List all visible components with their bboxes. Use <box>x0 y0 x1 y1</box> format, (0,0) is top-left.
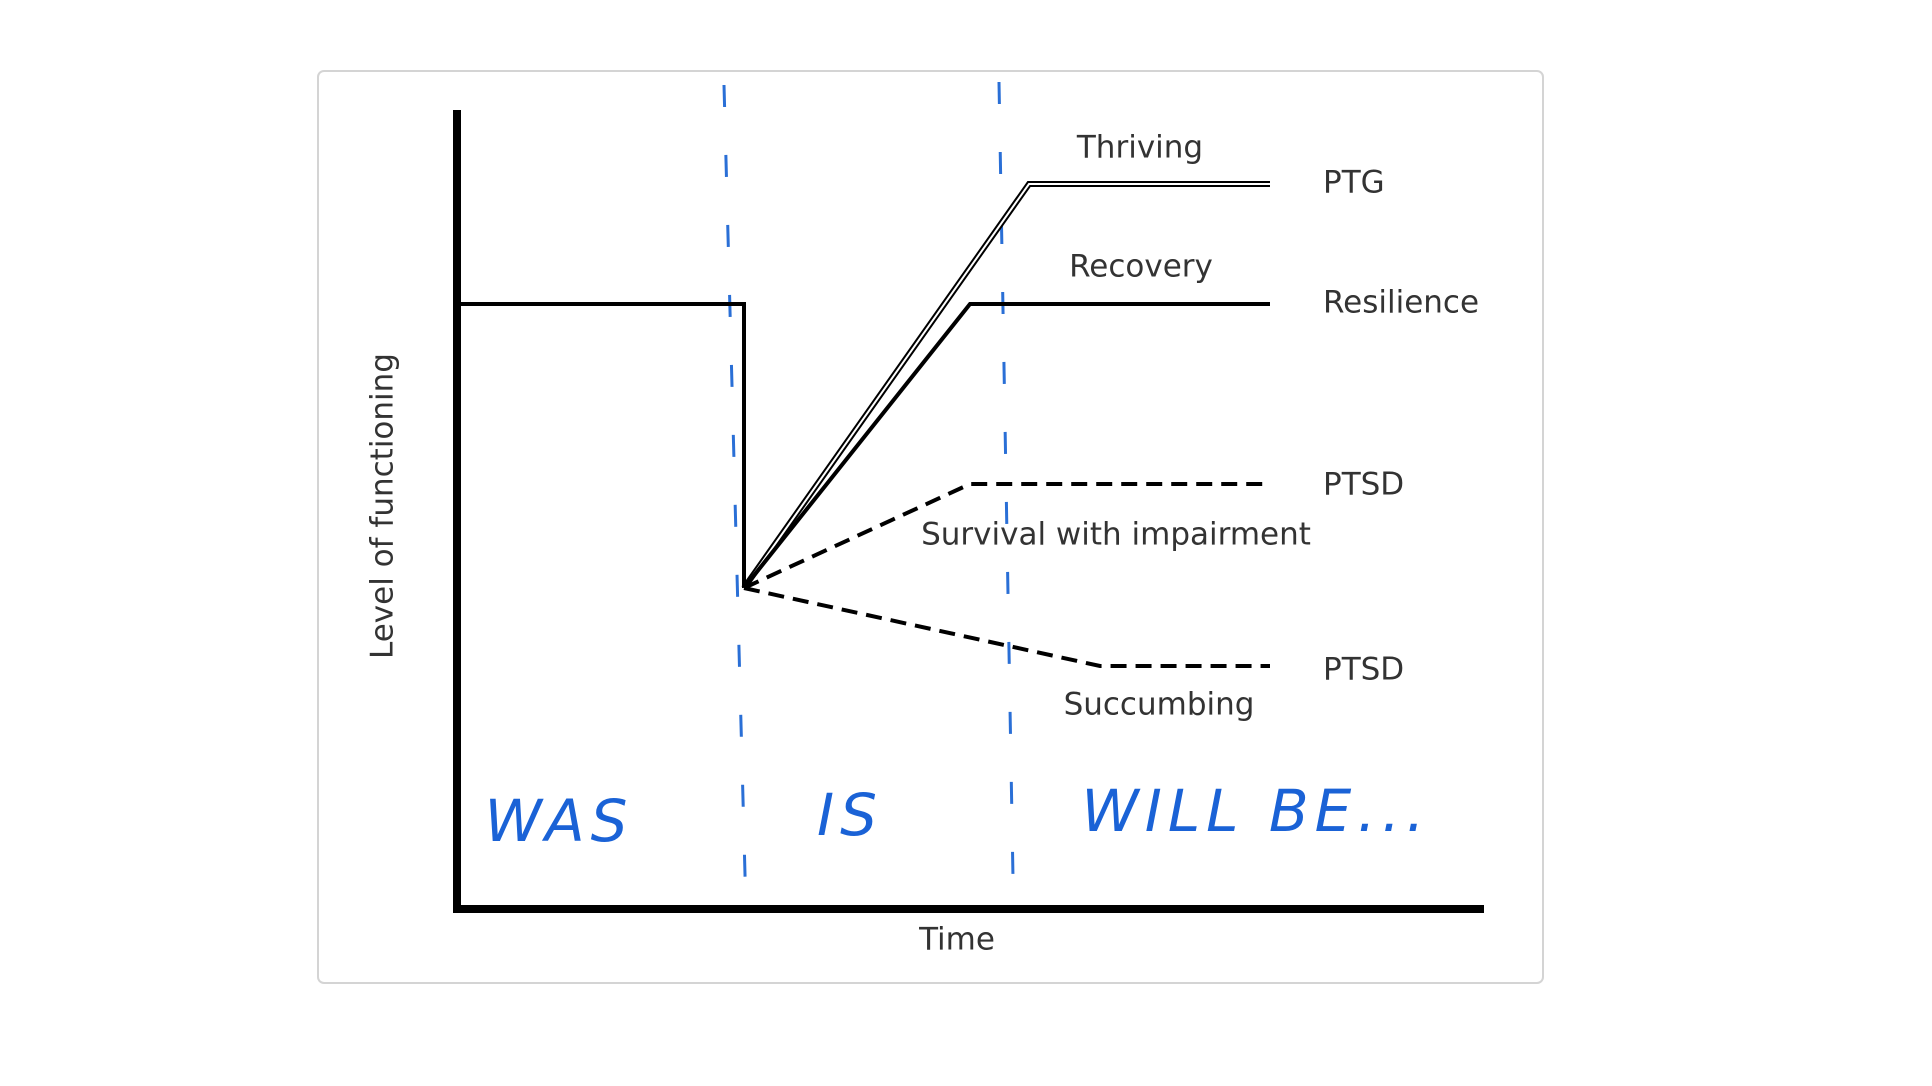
x-axis-label: Time <box>918 922 995 958</box>
survival-line <box>743 482 1270 590</box>
phase-label: IS <box>817 781 883 849</box>
y-axis-label: Level of functioning <box>365 353 401 659</box>
trajectory-label: Survival with impairment <box>921 517 1311 553</box>
outcome-label: PTG <box>1323 165 1385 201</box>
baseline <box>457 302 746 588</box>
trajectory-label: Succumbing <box>1064 687 1255 723</box>
trajectory-label: Thriving <box>1076 130 1203 166</box>
outcome-label: PTSD <box>1323 652 1404 688</box>
thriving-line-inner <box>743 183 1270 589</box>
trajectory-label: Recovery <box>1069 249 1213 285</box>
outcome-label: Resilience <box>1323 285 1479 321</box>
phase-label: WILL BE... <box>1081 777 1430 845</box>
phase-label: WAS <box>485 787 634 855</box>
recovery-line <box>742 302 1270 590</box>
outcome-label: PTSD <box>1323 467 1404 503</box>
succumbing-line <box>743 586 1270 668</box>
card <box>317 70 1544 984</box>
